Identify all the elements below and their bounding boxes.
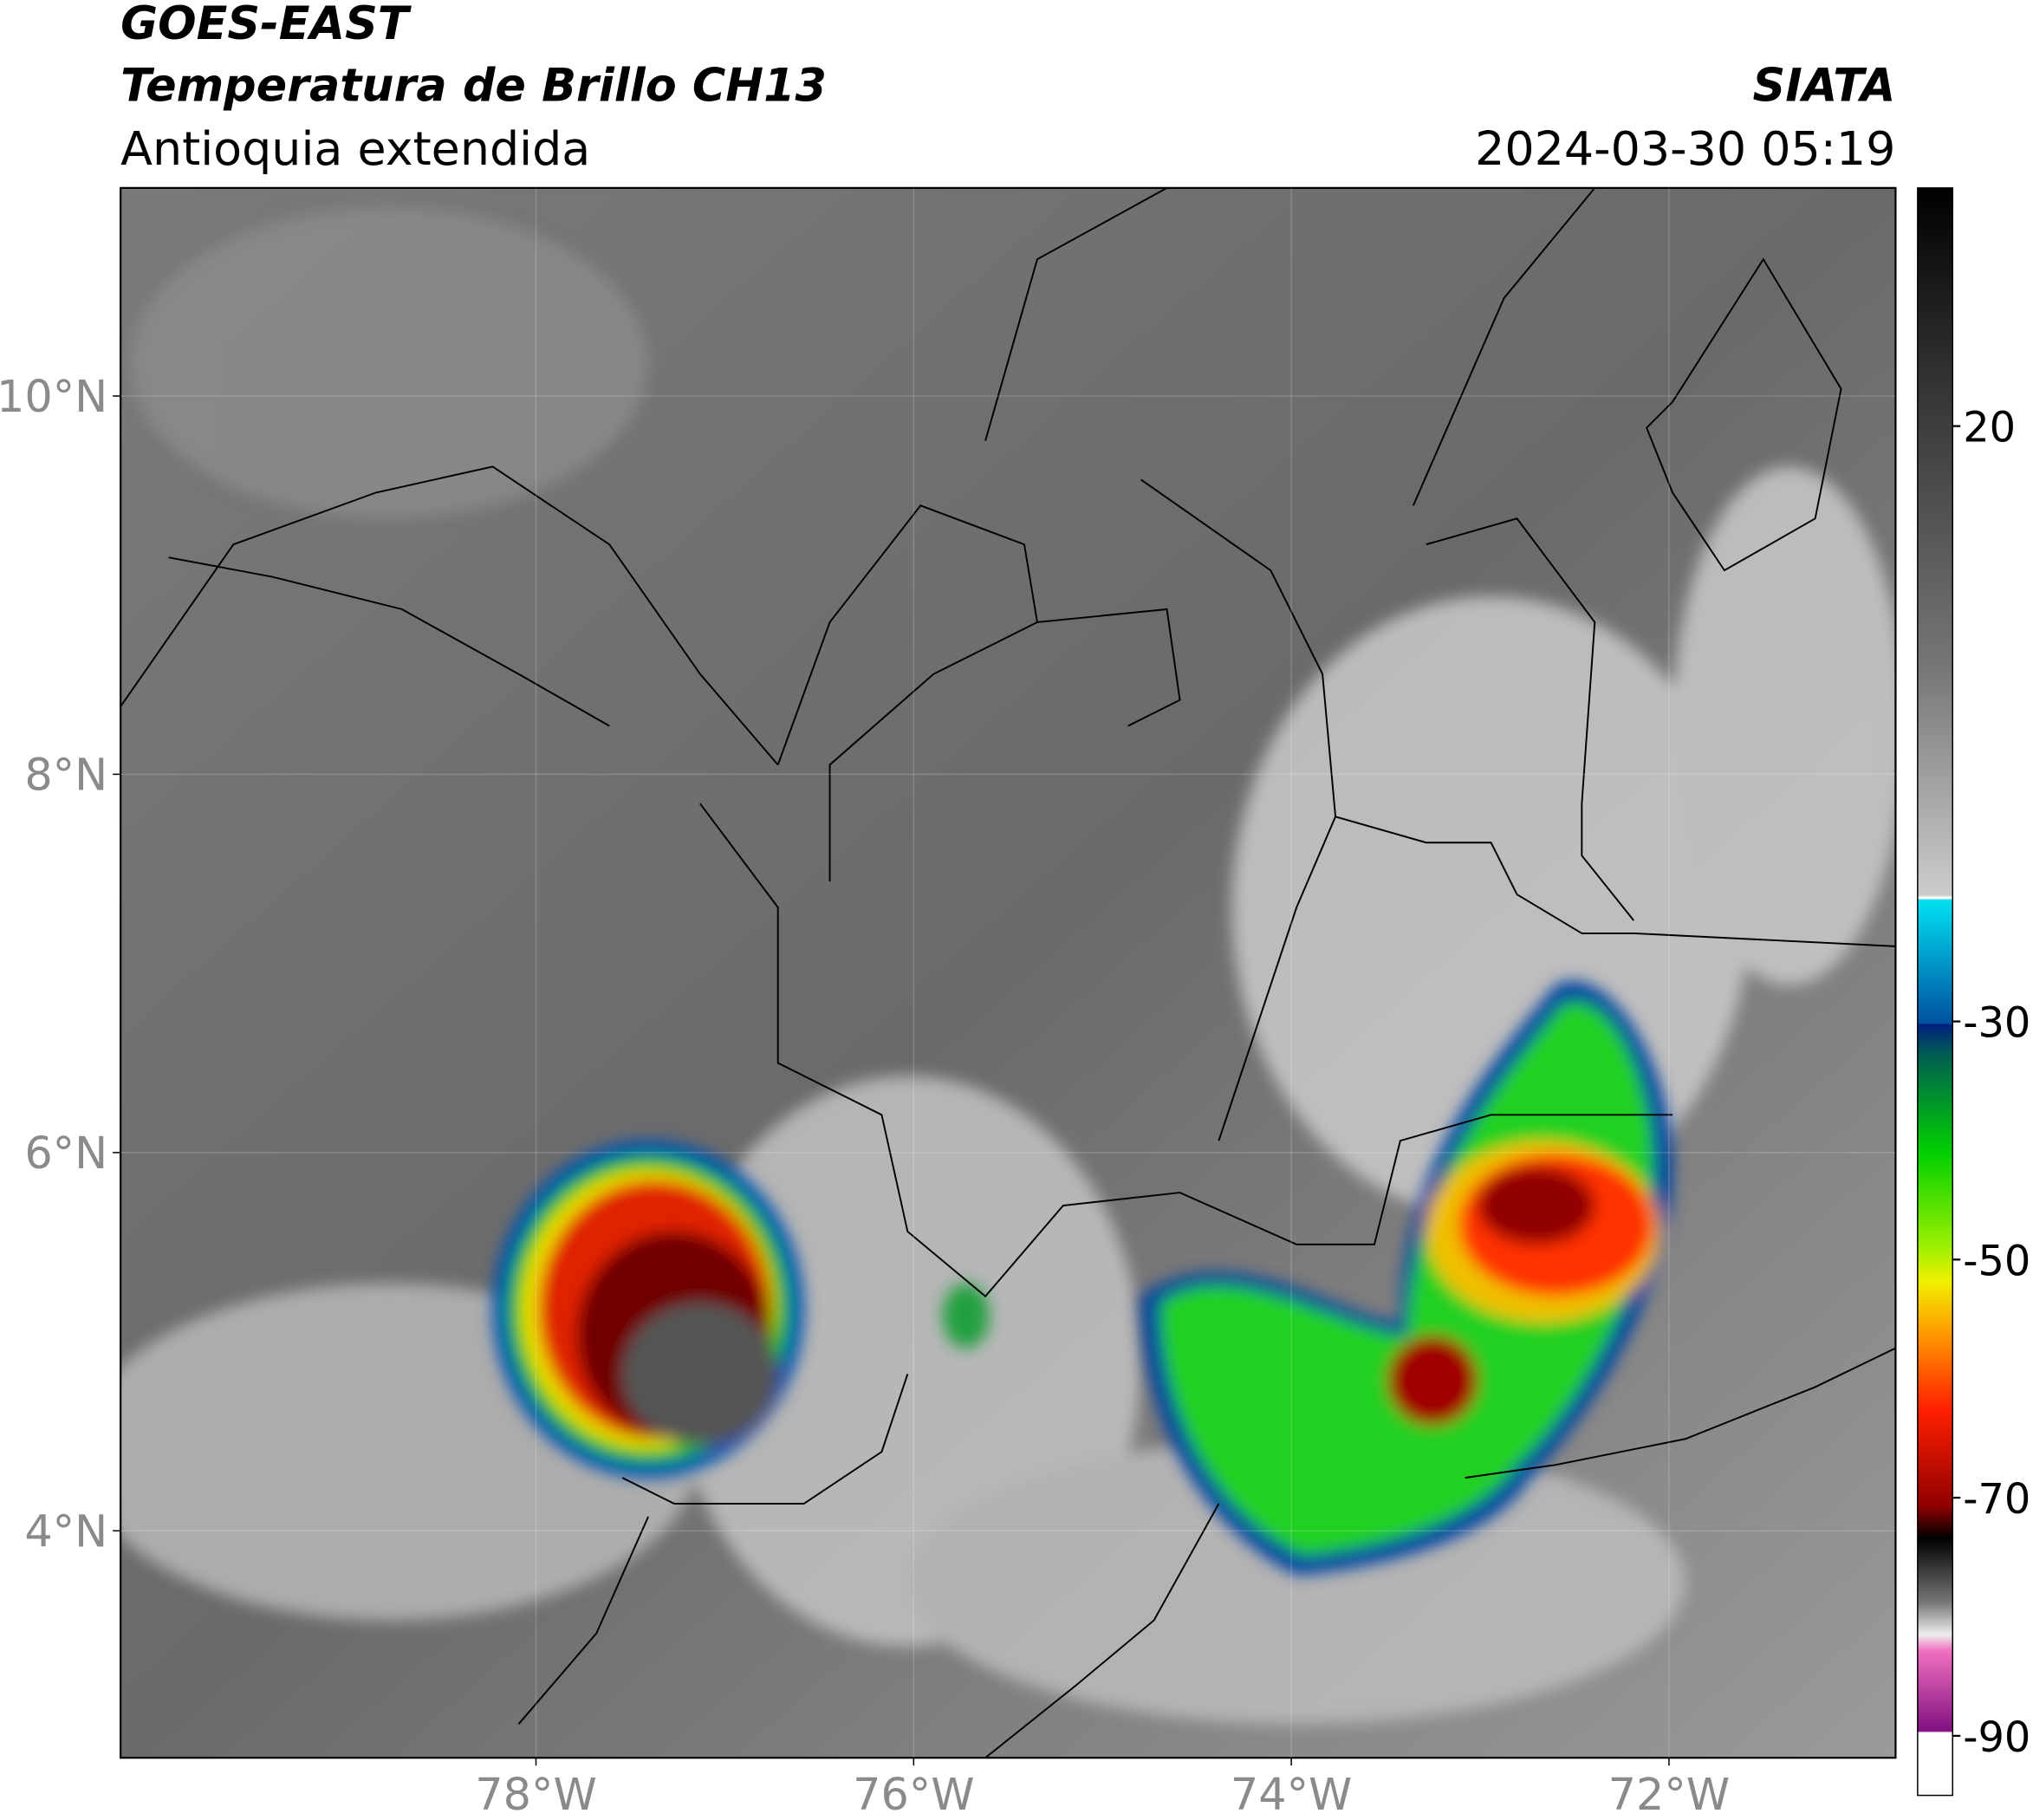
colorbar-label: 20 bbox=[1963, 405, 2016, 452]
y-tick-label: 6°N bbox=[24, 1128, 107, 1179]
colorbar-label: -30 bbox=[1963, 1000, 2030, 1048]
x-tick-label: 72°W bbox=[1608, 1769, 1730, 1820]
y-tick-label: 10°N bbox=[0, 371, 107, 422]
x-tick-label: 74°W bbox=[1231, 1769, 1352, 1820]
map-image bbox=[120, 187, 1896, 1758]
subtitle: Temperatura de Brillo CH13 bbox=[120, 60, 827, 113]
source: SIATA bbox=[1753, 60, 1896, 113]
y-tick-label: 4°N bbox=[24, 1505, 107, 1557]
colorbar bbox=[1917, 187, 1953, 1797]
colorbar-label: -50 bbox=[1963, 1238, 2030, 1285]
title: GOES-EAST bbox=[120, 0, 412, 50]
colorbar-label: -90 bbox=[1963, 1714, 2030, 1762]
y-tick-label: 8°N bbox=[24, 749, 107, 800]
colorbar-label: -70 bbox=[1963, 1476, 2030, 1524]
region: Antioquia extendida bbox=[120, 121, 590, 176]
map-frame bbox=[120, 186, 1897, 1759]
datetime: 2024-03-30 05:19 bbox=[1475, 121, 1895, 176]
x-tick-label: 78°W bbox=[475, 1769, 596, 1820]
axes: 78°W 76°W 74°W 72°W 10°N 8°N 6°N 4°N 20 -30 -50 -70… bbox=[0, 187, 2030, 1820]
x-tick-label: 76°W bbox=[853, 1769, 974, 1820]
